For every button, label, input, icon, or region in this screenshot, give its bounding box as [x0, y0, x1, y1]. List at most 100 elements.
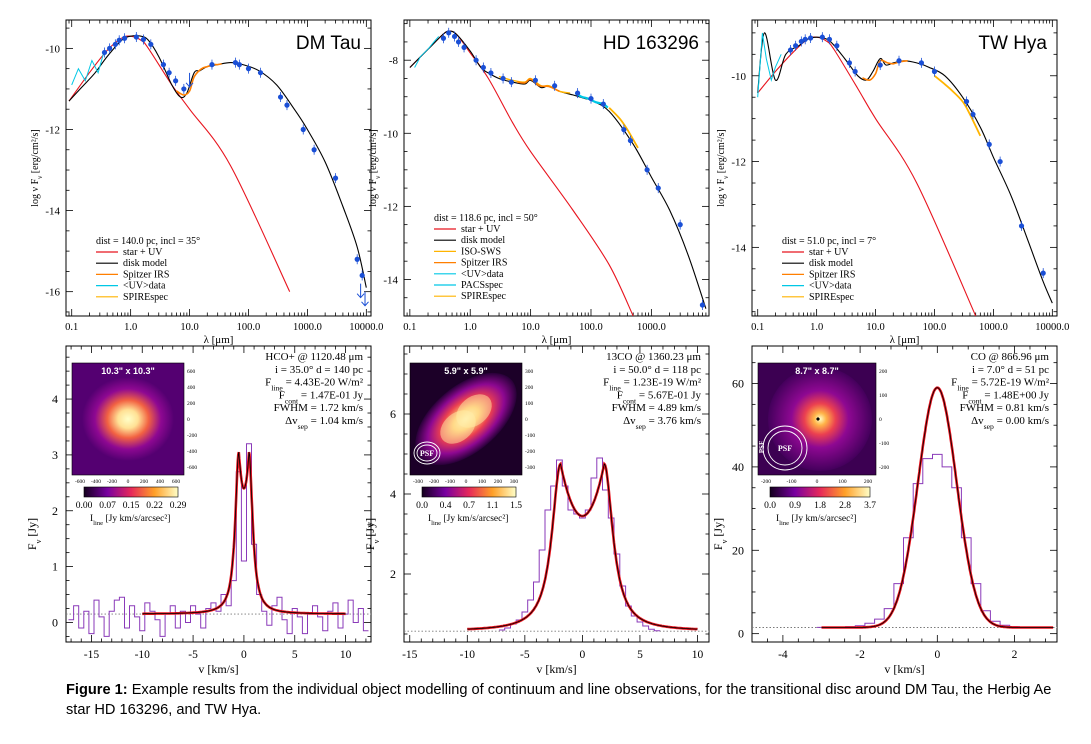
- photometry-point: [896, 58, 902, 64]
- model-profile-black: [142, 452, 346, 615]
- figure-caption: Figure 1: Example results from the indiv…: [66, 680, 1056, 720]
- annotation-line: Δvsep = 0.00 km/s: [971, 415, 1049, 431]
- y-tick-label: -12: [45, 124, 60, 136]
- photometry-point: [508, 79, 514, 85]
- upper-limit-arrow: [185, 72, 194, 88]
- legend-item: <UV>data: [123, 281, 166, 292]
- x-tick-label: 1.0: [464, 322, 477, 333]
- inset-y-tick-label: 200: [879, 369, 888, 375]
- photometry-point: [699, 302, 706, 308]
- inset-y-tick-label: 0: [525, 417, 528, 423]
- legend-item: Spitzer IRS: [809, 269, 855, 280]
- inset-x-tick-label: -200: [429, 479, 439, 485]
- emission-lobe: [440, 410, 476, 444]
- y-tick-label: 2: [52, 504, 58, 518]
- legend-header: dist = 118.6 pc, incl = 50°: [434, 213, 538, 224]
- colorbar-tick-label: 1.5: [510, 501, 522, 511]
- x-tick-label: 0: [934, 649, 940, 661]
- legend-item: Spitzer IRS: [461, 258, 507, 269]
- inset-image: 10.3" x 10.3" -600 -400 -200 0 200 400 600 600 40…: [71, 362, 197, 527]
- photometry-point: [101, 49, 108, 56]
- photometry-point: [112, 41, 118, 47]
- annotation-line: FWHM = 4.89 km/s: [612, 402, 701, 414]
- annotation-line: i = 7.0° d = 51 pc: [972, 364, 1049, 376]
- photometry-point: [488, 70, 494, 76]
- inset-y-tick-label: -100: [879, 441, 889, 447]
- inset-y-tick-label: 200: [187, 401, 196, 407]
- annotation-line: 13CO @ 1360.23 μm: [606, 351, 701, 363]
- inset-y-tick-label: -100: [525, 433, 535, 439]
- sed-legend: dist = 140.0 pc, incl = 35°star + UVdisk…: [96, 236, 200, 303]
- sed-frame: [65, 19, 372, 317]
- series-irs: [176, 63, 222, 96]
- x-tick-label: 2: [1012, 649, 1018, 661]
- x-tick-label: -10: [460, 649, 476, 661]
- legend-item: SPIREspec: [461, 291, 507, 302]
- y-tick-label: 4: [390, 487, 396, 501]
- annotation-block: HCO+ @ 1120.48 μmi = 35.0° d = 140 pcFli…: [265, 351, 364, 431]
- annotation-line: i = 35.0° d = 140 pc: [275, 364, 363, 376]
- line-plot-area: [66, 443, 371, 637]
- legend-item: PACSspec: [461, 280, 503, 291]
- colorbar-tick-label: 0.29: [170, 501, 187, 511]
- figure-canvas: 0.1 1.0 10.0 100.0 1000.0 10000.0-10-12-14-16…: [25, 19, 1069, 676]
- y-tick-label: 20: [732, 543, 744, 557]
- x-tick-label: 10000.0: [1035, 322, 1069, 333]
- inset-x-tick-label: -100: [786, 479, 796, 485]
- inset-y-tick-label: 300: [525, 369, 534, 375]
- inset-x-tick-label: 200: [494, 479, 503, 485]
- photometry-point: [284, 102, 290, 108]
- series-spire: [933, 75, 982, 137]
- photometry-point: [277, 94, 284, 100]
- legend-item: <UV>data: [809, 281, 852, 292]
- photometry-point: [552, 83, 558, 89]
- photometry-point: [819, 34, 825, 40]
- photometry-point: [140, 36, 147, 43]
- inset-x-tick-label: 0: [127, 479, 130, 485]
- x-tick-label: 10000.0: [349, 322, 383, 333]
- photometry-point: [826, 36, 833, 42]
- colorbar-tick-label: 1.1: [487, 501, 499, 511]
- x-tick-label: 5: [637, 649, 643, 661]
- annotation-line: i = 50.0° d = 118 pc: [613, 364, 701, 376]
- photometry-point: [600, 101, 606, 107]
- inset-y-tick-label: -600: [187, 465, 197, 471]
- inset-x-tick-label: -100: [445, 479, 455, 485]
- inset-y-tick-label: -200: [525, 449, 535, 455]
- sed-panel-3: 0.1 1.0 10.0 100.0 1000.0 10000.0 -10 -12 -14 λ […: [716, 19, 1069, 346]
- photometry-point: [852, 68, 858, 75]
- caption-label: Figure 1:: [66, 682, 128, 698]
- y-tick-label: 2: [390, 567, 396, 581]
- x-tick-label: 1.0: [810, 322, 823, 333]
- legend-item: SPIREspec: [809, 292, 855, 303]
- annotation-line: Fline = 5.72E-19 W/m²: [951, 377, 1050, 393]
- y-tick-label: -14: [731, 242, 746, 254]
- legend-item: star + UV: [123, 247, 163, 258]
- photometry-point: [793, 43, 799, 49]
- photometry-point: [798, 38, 804, 45]
- x-tick-label: 1000.0: [637, 322, 666, 333]
- photometry-point: [116, 37, 122, 43]
- photometry-point: [209, 62, 215, 68]
- photometry-point: [963, 98, 970, 105]
- annotation-line: Fline = 1.23E-19 W/m²: [603, 377, 702, 393]
- inset-x-tick-label: -400: [91, 479, 101, 485]
- inset-y-tick-label: -400: [187, 449, 197, 455]
- x-tick-label: -5: [188, 649, 198, 661]
- colorbar-tick-label: 0.15: [123, 501, 140, 511]
- photometry-point: [440, 35, 447, 41]
- x-tick-label: -5: [520, 649, 530, 661]
- y-tick-label: -14: [45, 206, 60, 218]
- legend-header: dist = 51.0 pc, incl = 7°: [782, 236, 876, 247]
- x-tick-label: 10: [692, 649, 704, 661]
- colorbar-tick-label: 0.00: [76, 501, 93, 511]
- legend-item: disk model: [461, 235, 505, 246]
- annotation-line: Fcont = 1.47E-01 Jy: [279, 389, 364, 405]
- photometry-point: [446, 30, 452, 36]
- sed-title: DM Tau: [296, 33, 361, 54]
- y-tick-label: 0: [52, 615, 58, 629]
- line-plot-area: [404, 457, 709, 632]
- photometry-point: [359, 272, 365, 279]
- legend-item: <UV>data: [461, 269, 504, 280]
